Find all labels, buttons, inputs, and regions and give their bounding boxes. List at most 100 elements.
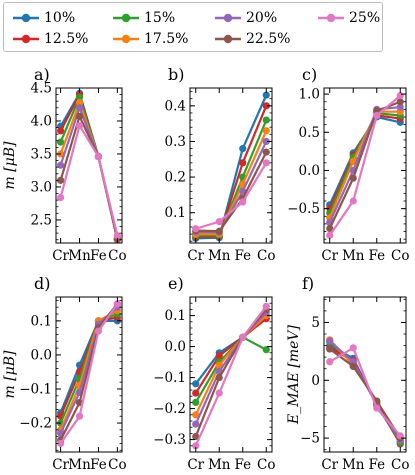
y-tick-label: −5 [300,431,320,447]
y-axis-label: E_MAE [meV] [286,325,302,425]
x-tick-label: Cr [321,248,338,264]
series-line [195,162,268,230]
series-group [192,302,270,450]
x-tick-label: Co [391,457,409,473]
data-point [113,232,121,240]
panel-label: d) [34,274,50,293]
y-tick-label: 5 [311,315,320,331]
legend-label: 10% [44,10,76,26]
legend-marker [318,13,344,23]
x-tick-label: Cr [52,248,69,264]
legend-marker [215,34,241,44]
y-tick-label: 0.3 [165,134,186,150]
data-point [57,439,65,448]
data-point [75,98,84,107]
legend-item: 20% [214,9,277,27]
series-line [195,119,268,237]
data-point [57,161,65,169]
legend-marker [113,34,139,44]
data-point [57,138,65,146]
x-tick-label: Fe [90,457,107,473]
x-tick-label: Co [108,457,126,473]
y-axis-label: m [μB] [2,350,18,399]
legend-marker [215,13,241,23]
data-point [262,127,270,135]
series-line [329,348,402,439]
data-point [396,103,404,111]
data-point [326,224,334,233]
y-tick-label: 3.0 [31,179,52,195]
x-tick-label: Mn [208,248,231,264]
y-tick-label: 3.5 [31,146,52,162]
data-point [349,344,357,352]
y-axis-label: m [μB] [2,141,18,190]
y-tick-label: 4.5 [31,81,52,97]
data-point [57,176,65,184]
series-line [194,305,268,447]
data-point [326,337,334,345]
panel-label: b) [168,65,184,84]
data-point [326,231,334,239]
y-tick-label: −0.2 [19,416,52,432]
y-tick-label: 0.1 [31,313,52,329]
data-point [75,112,84,120]
data-point [94,327,103,335]
y-tick-label: 2.5 [31,212,52,228]
data-point [262,302,270,310]
y-tick-label: 0.0 [165,339,186,355]
y-tick-label: 1.0 [299,87,320,103]
series-group [57,89,121,243]
legend-item: 15% [112,9,175,27]
series-group [192,91,270,242]
series-line [328,105,401,223]
series-line [329,346,402,445]
data-point [262,102,270,110]
series-line [59,115,119,239]
y-tick-label: −0.2 [153,401,186,417]
x-tick-label: Co [108,248,126,264]
data-point [239,144,247,153]
y-tick-label: −0.5 [287,201,320,217]
data-point [215,218,223,226]
data-point [215,227,223,235]
x-tick-label: Fe [368,248,385,264]
axes-frame [55,87,123,244]
series-line [59,124,119,236]
series-line [59,303,119,445]
data-point [75,93,84,101]
panel-label: c) [302,65,317,84]
legend-item: 22.5% [214,30,290,48]
y-tick-label: 0.5 [299,125,320,141]
data-point [192,380,200,388]
legend-item: 25% [317,9,380,27]
panel-label: a) [34,65,50,84]
data-point [239,159,247,167]
data-point [113,300,121,308]
data-point [262,91,270,99]
legend-label: 22.5% [246,31,291,47]
panel-3: c) −0.5 0.0 0.5 1.0 Cr Mn Fe Co [287,65,409,264]
series-line [328,94,401,236]
y-tick-label: 0 [311,373,320,389]
series-line [329,346,402,437]
y-tick-label: 4.0 [31,113,52,129]
series-line [195,105,268,239]
series-line [328,110,401,219]
panel-1: a) 2.5 3.0 3.5 4.0 4.5 Cr Mn Fe Co m [μB] [2,65,127,264]
axes-frame [189,296,273,453]
data-point [262,159,270,167]
data-point [192,398,200,406]
legend-marker [13,13,39,23]
y-tick-label: 0.1 [165,308,186,324]
x-tick-label: Co [257,248,275,264]
data-point [396,432,404,440]
panel-label: e) [168,274,184,293]
data-point [192,432,200,441]
data-point [215,389,223,397]
y-tick-label: 0.0 [299,163,320,179]
panel-5: e) −0.3 −0.2 −0.1 0.0 0.1 Cr Mn Fe Co [153,274,275,473]
legend-label: 17.5% [144,31,189,47]
x-tick-label: Fe [234,248,251,264]
x-tick-label: Fe [90,248,107,264]
data-point [75,412,84,420]
